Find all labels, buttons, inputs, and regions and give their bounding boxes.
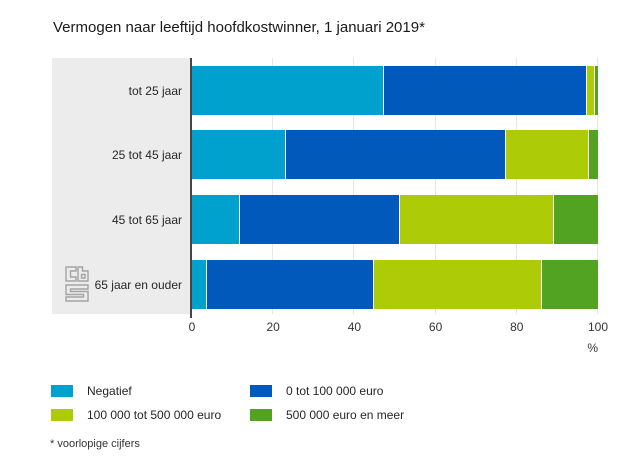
legend-label: Negatief (87, 384, 132, 398)
bar-segment[interactable] (399, 195, 554, 244)
x-axis-tick-label: 60 (428, 320, 443, 334)
bar-segment[interactable] (553, 195, 598, 244)
bar-segment[interactable] (541, 260, 598, 309)
category-labels-panel: tot 25 jaar 25 tot 45 jaar 45 tot 65 jaar 6… (52, 58, 190, 314)
cbs-logo-icon (65, 266, 89, 302)
category-label: 65 jaar en ouder (94, 277, 182, 292)
bar-segment[interactable] (372, 260, 542, 309)
gridline (597, 58, 598, 314)
legend-item: 100 000 tot 500 000 euro (51, 408, 250, 422)
category-label: tot 25 jaar (128, 83, 182, 98)
chart-title: Vermogen naar leeftijd hoofdkostwinner, … (53, 19, 425, 36)
legend-swatch (51, 409, 73, 421)
bar-row (192, 195, 598, 244)
bar-segment[interactable] (593, 66, 598, 115)
gridline (353, 58, 355, 314)
footnote: * voorlopige cijfers (50, 438, 140, 450)
x-axis-tick-label: 0 (188, 320, 196, 334)
legend-label: 100 000 tot 500 000 euro (87, 408, 222, 422)
bar-row (192, 130, 598, 179)
bar-segment[interactable] (192, 130, 286, 179)
x-axis-tick-label: 80 (510, 320, 524, 334)
gridline (515, 58, 517, 314)
y-axis-line (190, 58, 192, 318)
legend-label: 500 000 euro en meer (286, 408, 405, 422)
legend-label: 0 tot 100 000 euro (286, 384, 384, 398)
bar-segment[interactable] (504, 130, 588, 179)
bar-segment[interactable] (587, 130, 598, 179)
bar-segment[interactable] (585, 66, 594, 115)
chart: tot 25 jaar 25 tot 45 jaar 45 tot 65 jaar 6… (52, 58, 608, 355)
x-axis-labels: 0 20 40 60 80 100 (188, 320, 608, 334)
bar-segment[interactable] (192, 260, 207, 309)
legend-swatch (250, 409, 272, 421)
legend: Negatief 0 tot 100 000 euro 100 000 tot 50… (51, 384, 404, 422)
gridline (434, 58, 436, 314)
legend-item: 500 000 euro en meer (250, 408, 404, 422)
x-axis-tick-label: 100 (587, 320, 609, 334)
gridline (272, 58, 274, 314)
legend-item: Negatief (51, 384, 250, 398)
category-label: 25 tot 45 jaar (111, 147, 182, 162)
bar-segment[interactable] (238, 195, 400, 244)
plot-area (192, 58, 598, 314)
bar-segment[interactable] (285, 130, 505, 179)
category-label: 45 tot 65 jaar (111, 212, 182, 227)
legend-item: 0 tot 100 000 euro (250, 384, 404, 398)
x-axis-tick-label: 20 (266, 320, 280, 334)
bar-row (192, 66, 598, 115)
bar-segment[interactable] (192, 66, 383, 115)
legend-swatch (250, 385, 272, 397)
legend-swatch (51, 385, 73, 397)
bar-segment[interactable] (206, 260, 373, 309)
x-axis-unit-label: % (587, 341, 598, 355)
bar-segment[interactable] (382, 66, 586, 115)
bar-segment[interactable] (192, 195, 239, 244)
x-axis-tick-label: 40 (347, 320, 362, 334)
bar-row (192, 260, 598, 309)
